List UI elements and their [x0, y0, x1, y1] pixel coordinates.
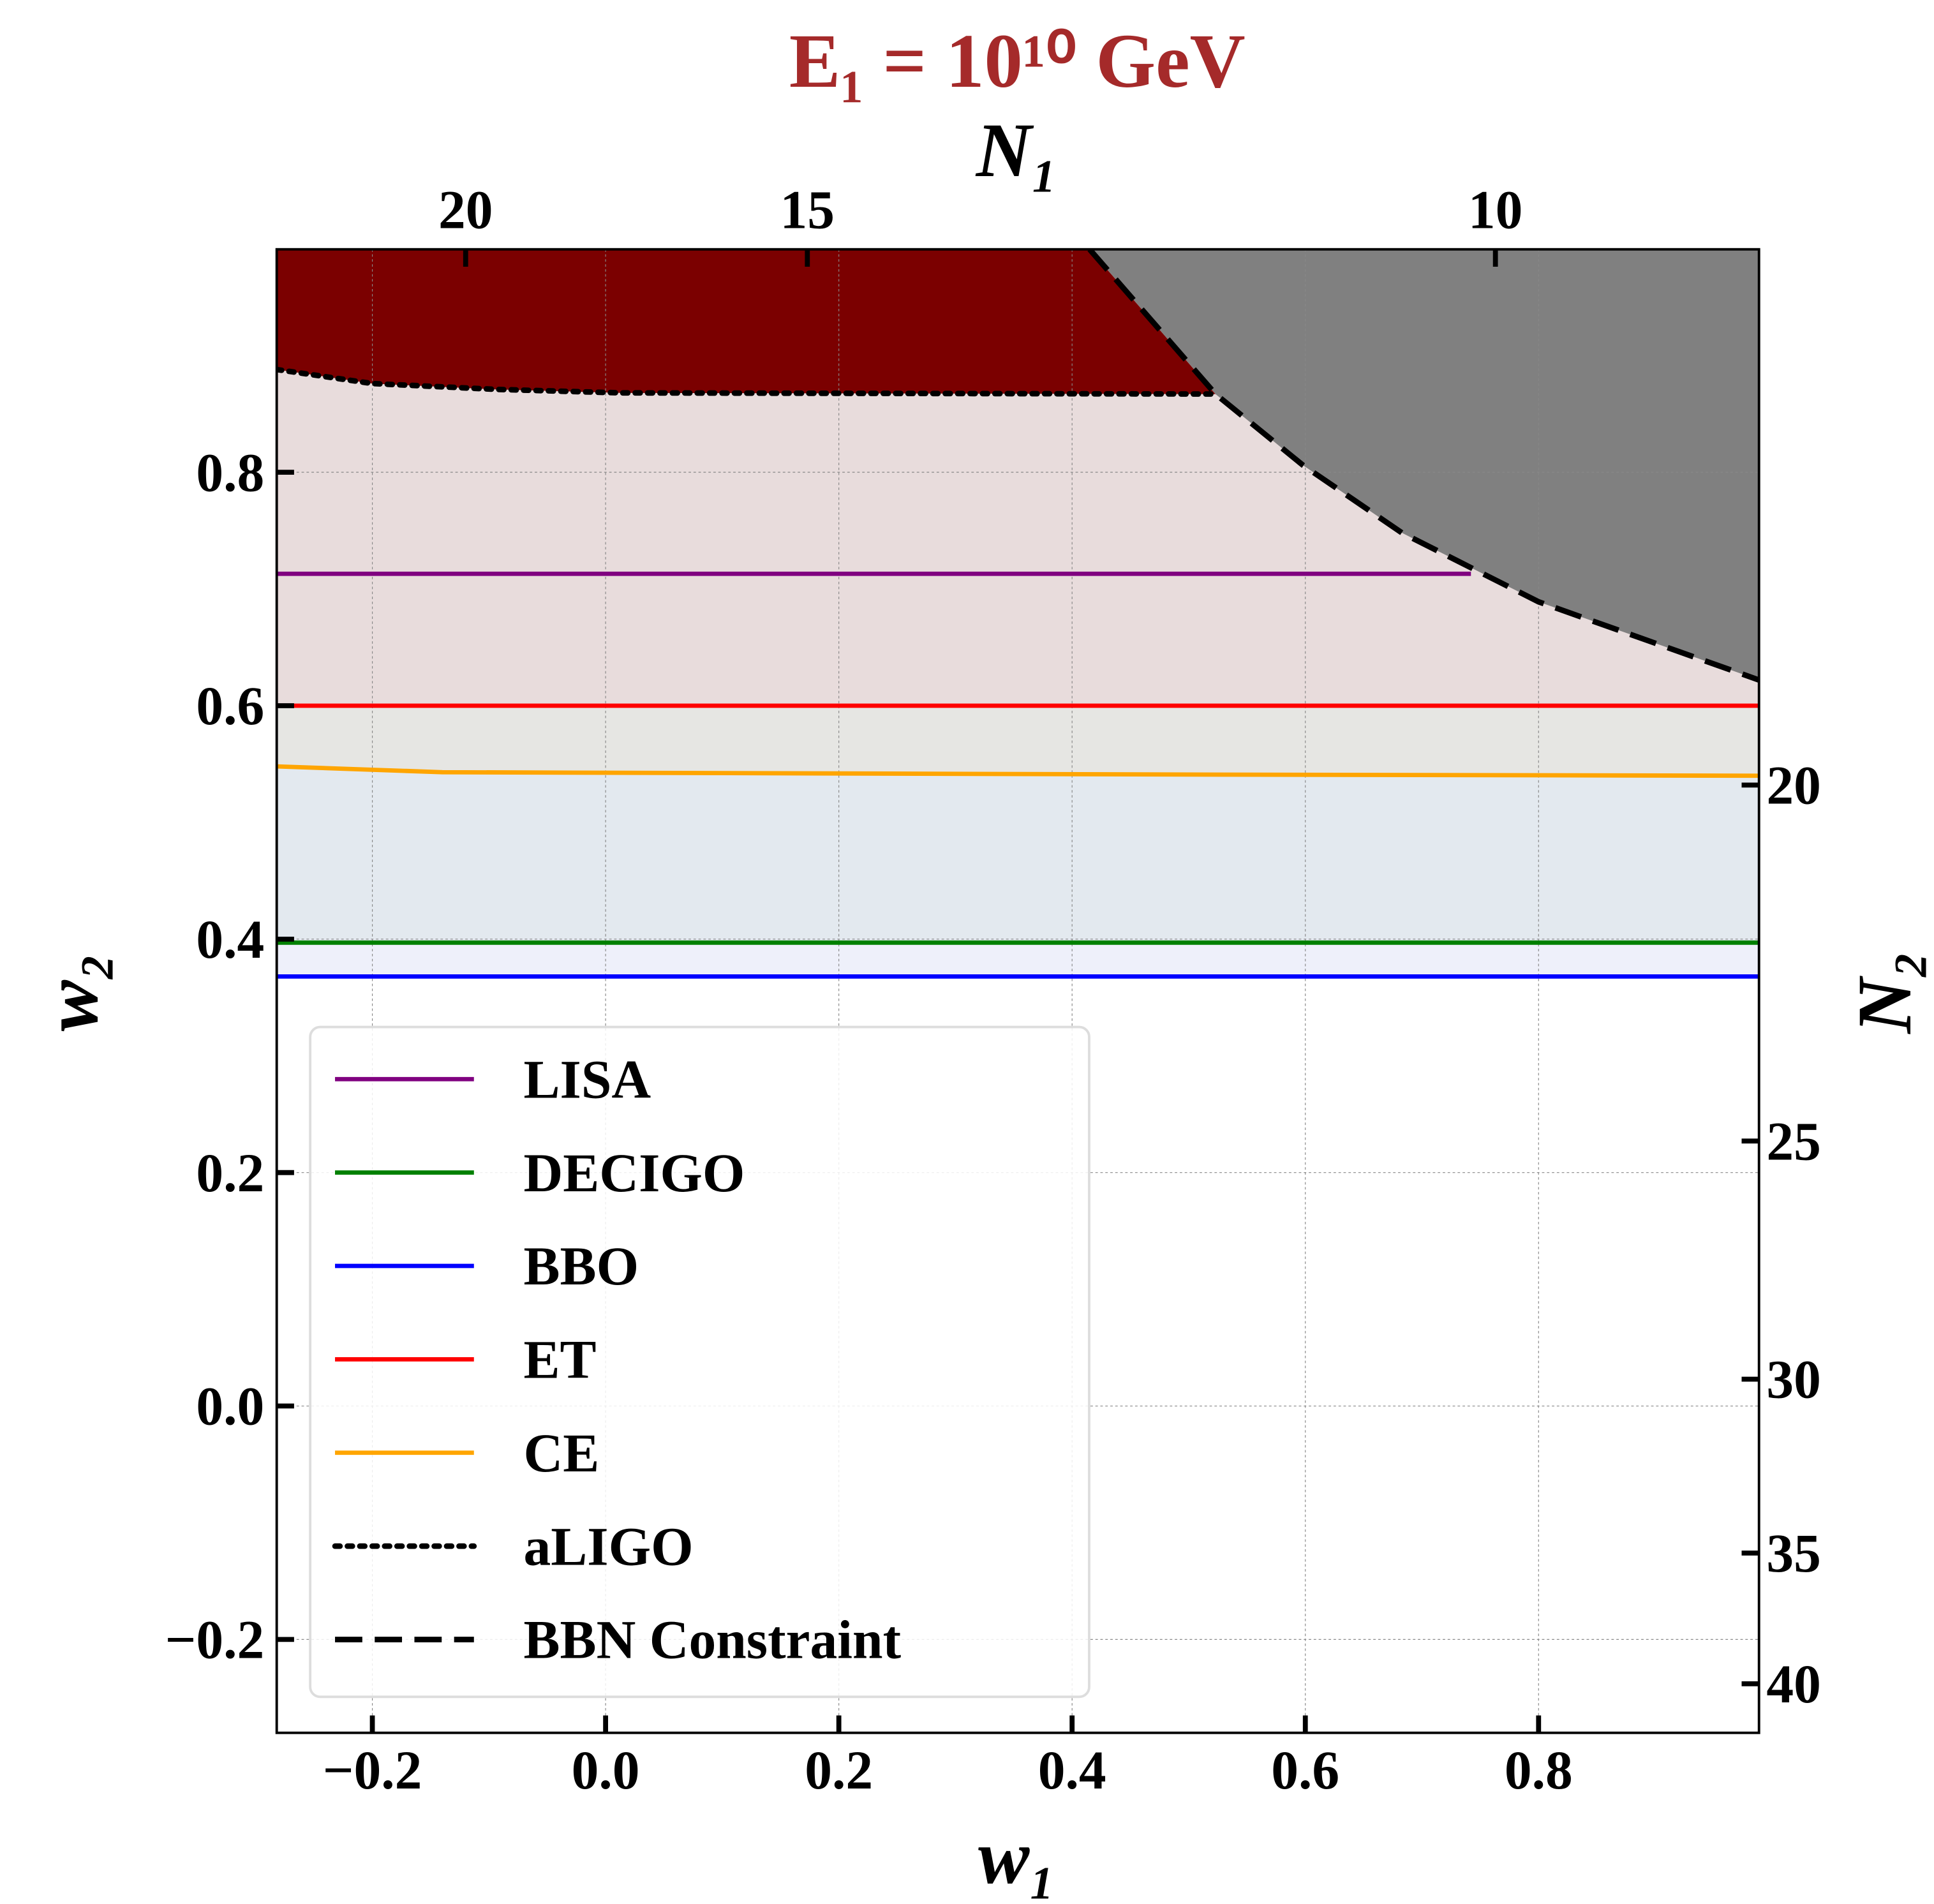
legend-label: CE	[524, 1423, 600, 1484]
series-line	[1087, 249, 1759, 683]
y-axis-label: w₂	[29, 953, 114, 1031]
y2-tick-label: 30	[1766, 1350, 1821, 1410]
legend-box	[309, 1025, 1090, 1699]
x-tick-label: 0.8	[1505, 1740, 1573, 1801]
x2-tick-label: 10	[1468, 180, 1523, 241]
y2-tick-label: 25	[1766, 1111, 1821, 1171]
y-tick-label: 0.8	[196, 442, 264, 503]
x2-tick-label: 20	[438, 180, 493, 241]
y2-tick-label: 20	[1766, 755, 1821, 816]
chart-title: E₁ = 10¹⁰ GeV	[789, 19, 1246, 104]
plot-frame	[275, 248, 1760, 1734]
y-tick-label: 0.2	[196, 1143, 264, 1203]
y2-tick-label: 40	[1766, 1654, 1821, 1714]
x-tick-label: 0.4	[1038, 1740, 1106, 1801]
legend-label: DECIGO	[524, 1143, 745, 1203]
series-line	[276, 764, 1759, 778]
y-tick-label: 0.0	[196, 1376, 264, 1437]
x2-axis-label: N₁	[975, 108, 1059, 193]
legend-label: BBO	[524, 1236, 639, 1297]
x-tick-label: −0.2	[323, 1740, 422, 1801]
y-tick-label: 0.6	[196, 676, 264, 736]
y2-axis-label: N₂	[1843, 951, 1928, 1035]
x-tick-label: 0.6	[1271, 1740, 1339, 1801]
aligo-fill	[276, 249, 1216, 394]
y2-tick-label: 35	[1766, 1523, 1821, 1584]
plot-area	[276, 249, 1759, 1733]
x-tick-label: 0.2	[805, 1740, 873, 1801]
legend-label: LISA	[524, 1049, 651, 1110]
legend-label: ET	[524, 1330, 597, 1390]
series-line	[276, 366, 1219, 397]
y-tick-label: −0.2	[165, 1610, 265, 1670]
x-axis-label: w₁	[978, 1815, 1056, 1900]
bbn-fill	[1089, 249, 1759, 680]
legend-label: aLIGO	[524, 1516, 694, 1577]
x-tick-label: 0.0	[572, 1740, 640, 1801]
legend-label: BBN Constraint	[524, 1610, 902, 1670]
y-tick-label: 0.4	[196, 909, 264, 970]
x2-tick-label: 15	[780, 180, 835, 241]
